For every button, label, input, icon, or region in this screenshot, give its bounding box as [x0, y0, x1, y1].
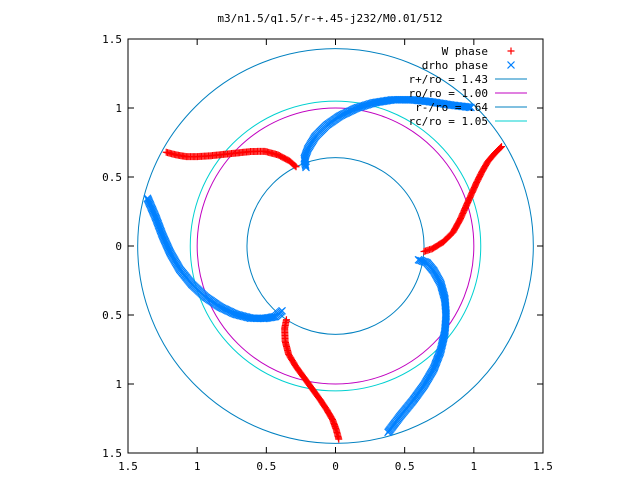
circle-r1-43 — [137, 48, 534, 444]
x-tick-label: 1 — [194, 460, 201, 473]
legend-label: ro/ro = 1.00 — [409, 87, 488, 100]
x-tick-label: 1.5 — [533, 460, 553, 473]
circle-r1-05 — [189, 100, 482, 392]
data-point — [497, 144, 505, 152]
legend-swatch — [507, 47, 515, 55]
y-tick-label: 1 — [115, 102, 122, 115]
y-tick-label: 1.5 — [102, 447, 122, 460]
data-point — [415, 256, 424, 265]
y-tick-label: 1 — [115, 378, 122, 391]
legend-label: r-/ro = .64 — [415, 101, 488, 114]
x-tick-label: 1.5 — [118, 460, 138, 473]
legend-label: rc/ro = 1.05 — [409, 115, 488, 128]
y-tick-label: 1.5 — [102, 33, 122, 46]
data-point — [467, 103, 475, 112]
circle-r0-64 — [246, 157, 425, 335]
series-w-phase — [162, 143, 505, 443]
legend-swatch — [507, 61, 515, 69]
y-tick-label: 0 — [115, 240, 122, 253]
data-point — [143, 194, 152, 203]
radius-circles — [137, 48, 534, 444]
data-point — [418, 257, 427, 266]
series-drho-phase — [143, 95, 475, 437]
legend-label: W phase — [442, 45, 488, 58]
data-point — [417, 256, 426, 265]
x-tick-label: 0.5 — [395, 460, 415, 473]
data-point — [162, 148, 170, 156]
x-tick-label: 0 — [332, 460, 339, 473]
data-series — [143, 95, 505, 443]
y-tick-label: 0.5 — [102, 171, 122, 184]
data-point — [498, 143, 505, 151]
data-point — [335, 435, 343, 443]
data-point — [414, 255, 423, 264]
y-axis: 1.5 1 0.5 0 0.5 1 1.5 — [102, 33, 543, 460]
x-tick-label: 0.5 — [256, 460, 276, 473]
data-point — [465, 103, 474, 112]
chart-title: m3/n1.5/q1.5/r-+.45-j232/M0.01/512 — [217, 12, 442, 25]
legend-label: drho phase — [422, 59, 488, 72]
legend-label: r+/ro = 1.43 — [409, 73, 488, 86]
data-point — [420, 257, 428, 266]
x-axis: 1.5 1 0.5 0 0.5 1 1.5 — [118, 39, 553, 473]
y-tick-label: 0.5 — [102, 309, 122, 322]
circle-r1 — [196, 107, 475, 385]
data-point — [384, 428, 392, 437]
data-point — [464, 103, 473, 112]
x-tick-label: 1 — [471, 460, 478, 473]
